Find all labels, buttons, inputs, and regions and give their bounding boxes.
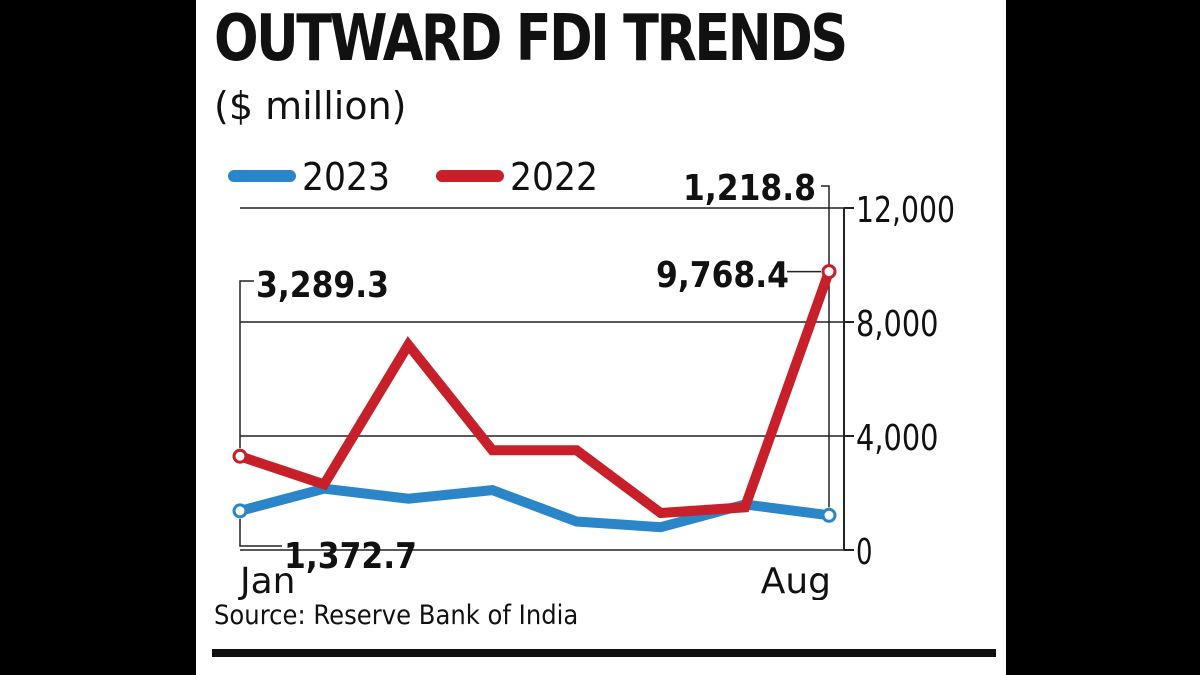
callout-leader (821, 185, 830, 508)
bottom-rule (212, 649, 996, 657)
source-note: Source: Reserve Bank of India (214, 600, 579, 631)
endpoint-marker-2022 (232, 448, 248, 464)
x-tick-label: Jan (238, 561, 296, 600)
callout-leader (239, 280, 254, 449)
endpoint-marker-2023 (821, 507, 837, 523)
data-label: 3,289.3 (256, 265, 389, 306)
y-tick-label: 0 (856, 532, 873, 573)
chart-title: OUTWARD FDI TRENDS (214, 2, 848, 76)
y-tick-label: 12,000 (856, 190, 955, 231)
y-tick-label: 4,000 (856, 418, 939, 459)
data-label: 1,372.7 (284, 536, 417, 577)
x-tick-label: Aug (761, 561, 831, 600)
chart-subtitle: ($ million) (214, 84, 407, 128)
callout-leader (239, 518, 282, 547)
chart-panel: OUTWARD FDI TRENDS ($ million) 0 4,000 8,0… (196, 0, 1006, 675)
endpoint-marker-2022 (821, 264, 837, 280)
legend-label: 2023 (302, 155, 390, 199)
series-line-2022 (238, 269, 834, 519)
data-label: 1,218.8 (683, 168, 816, 209)
legend-label: 2022 (510, 155, 598, 199)
data-label: 9,768.4 (656, 255, 789, 296)
endpoint-marker-2023 (232, 503, 248, 519)
y-tick-label: 8,000 (856, 304, 939, 345)
line-chart: 0 4,000 8,000 12,000 2023 2022 3,289.3 1,372.7 9… (228, 155, 955, 600)
